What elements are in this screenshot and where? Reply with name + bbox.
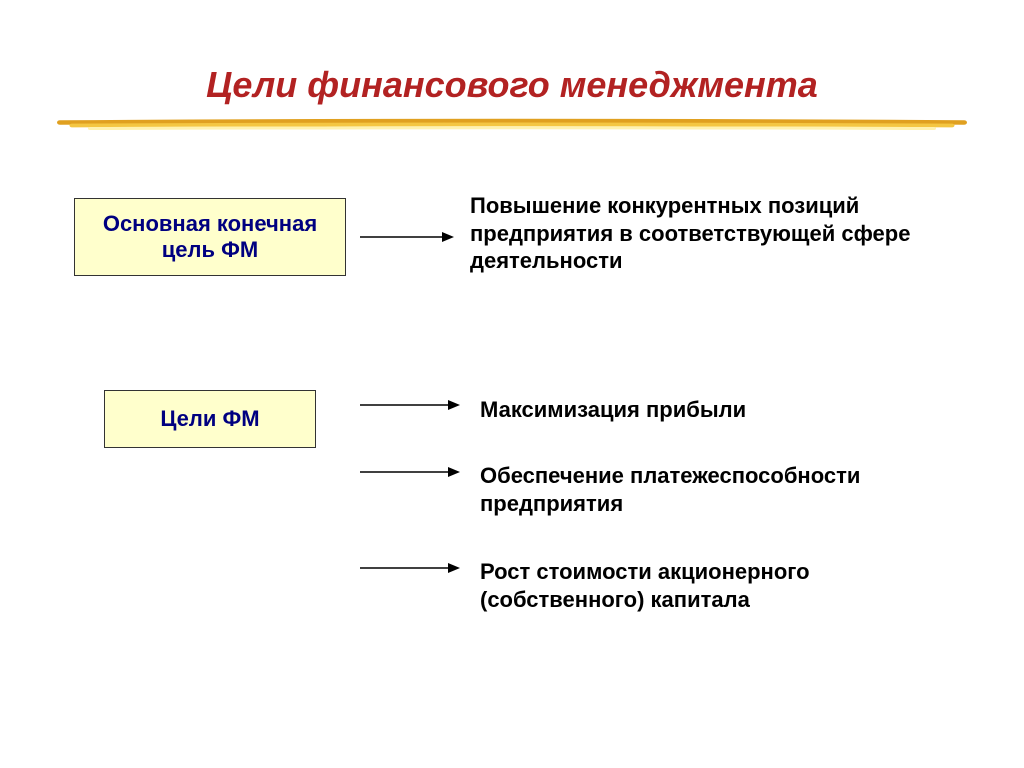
- arrow-goal-3: [0, 0, 1024, 768]
- slide: Цели финансового менеджмента Основная ко…: [0, 0, 1024, 768]
